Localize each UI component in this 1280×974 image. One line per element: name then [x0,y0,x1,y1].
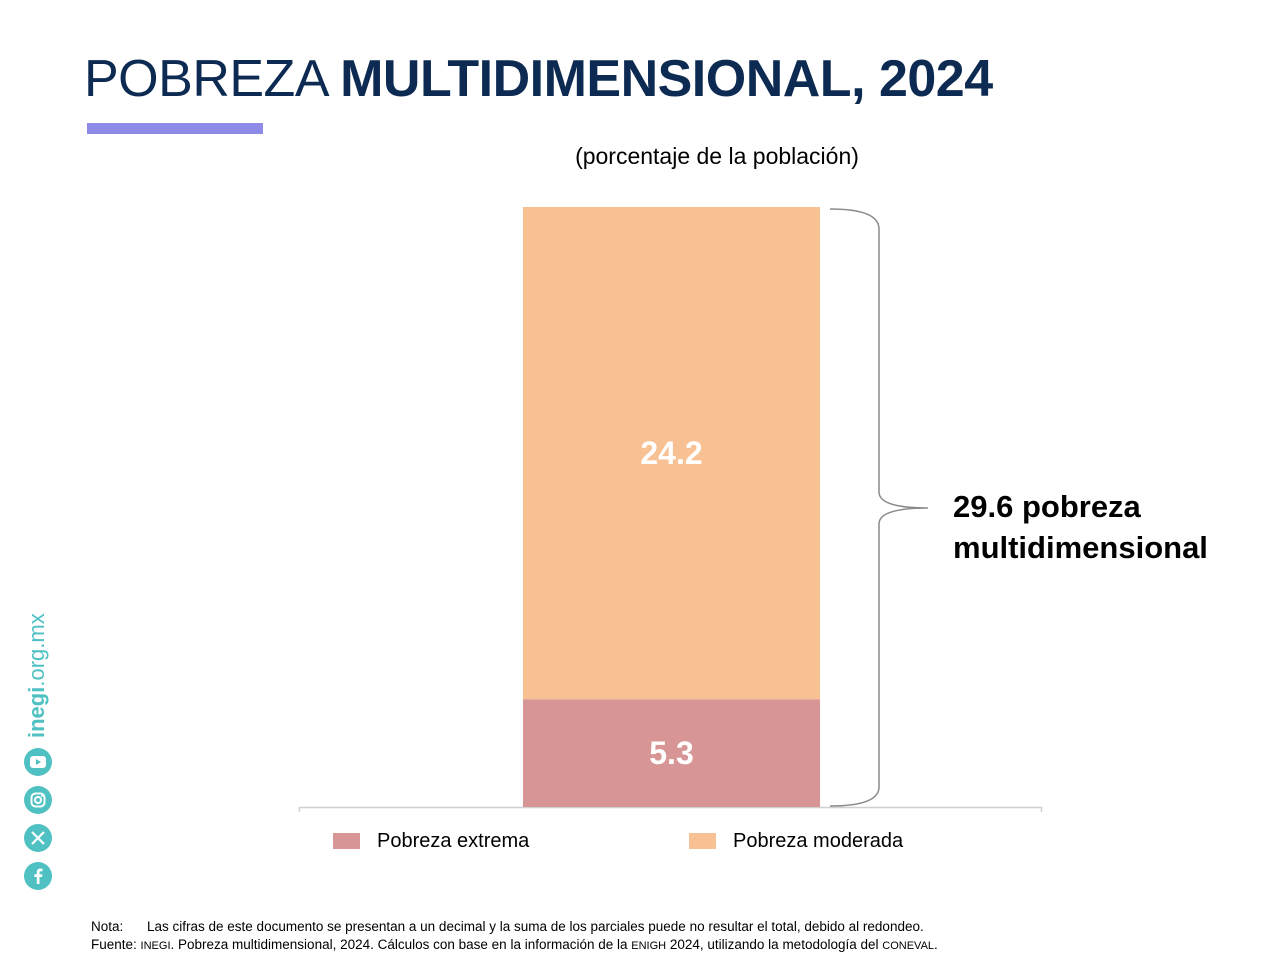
legend-swatch-moderate [689,833,716,849]
footnote-nota: Nota: Las cifras de este documento se pre… [91,918,924,936]
title-bold: MULTIDIMENSIONAL, 2024 [340,50,993,108]
footnote-fuente-t1: . Pobreza multidimensional, 2024. Cálcul… [170,937,632,952]
legend-label-moderate: Pobreza moderada [733,830,904,852]
chart-subtitle: (porcentaje de la población) [575,143,859,169]
footnote-fuente-t3: . [934,937,938,952]
footnote-fuente-council: CONEVAL [882,940,935,952]
website-bold: inegi [24,686,49,738]
title-accent-bar [87,123,263,134]
data-label-0: 5.3 [649,735,693,771]
page-title: POBREZA MULTIDIMENSIONAL, 2024 [84,48,993,110]
website-link[interactable]: inegi.org.mx [24,613,49,738]
footnote-fuente-t2: 2024, utilizando la metodología del [666,937,883,952]
data-label-1: 24.2 [640,435,702,471]
footnote-fuente-org: INEGI [140,940,171,952]
legend-item-extreme: Pobreza extrema [333,828,529,854]
youtube-icon[interactable] [24,748,52,776]
footnote-fuente: Fuente: INEGI. Pobreza multidimensional,… [91,936,938,955]
facebook-icon[interactable] [24,862,52,890]
legend-label-extreme: Pobreza extrema [377,830,530,852]
bar-segment-0 [523,699,820,807]
footnote-nota-key: Nota: [91,919,124,934]
legend-item-moderate: Pobreza moderada [689,828,903,854]
bar-segment-1 [523,207,820,700]
total-brace [829,208,929,807]
website-rest: .org.mx [24,613,49,687]
title-light: POBREZA [84,50,341,108]
legend-swatch-extreme [333,833,360,849]
x-icon[interactable] [24,824,52,852]
total-annotation-line2: multidimensional [953,530,1208,565]
instagram-icon[interactable] [24,786,52,814]
footnote-fuente-key: Fuente: [91,937,137,952]
footnote-nota-text: Las cifras de este documento se presenta… [147,919,924,934]
footnote-fuente-survey: ENIGH [631,940,667,952]
total-annotation-line1: 29.6 pobreza [953,489,1142,524]
